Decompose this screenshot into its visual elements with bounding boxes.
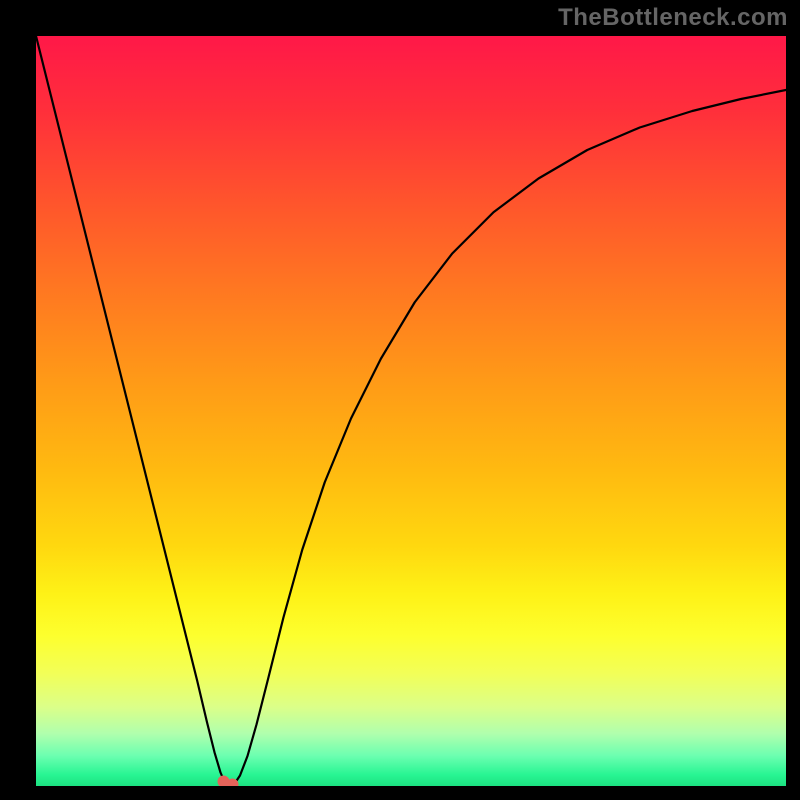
chart-frame: TheBottleneck.com xyxy=(0,0,800,800)
bottleneck-curve xyxy=(36,36,786,786)
plot-area xyxy=(36,36,786,786)
watermark-label: TheBottleneck.com xyxy=(558,4,788,32)
